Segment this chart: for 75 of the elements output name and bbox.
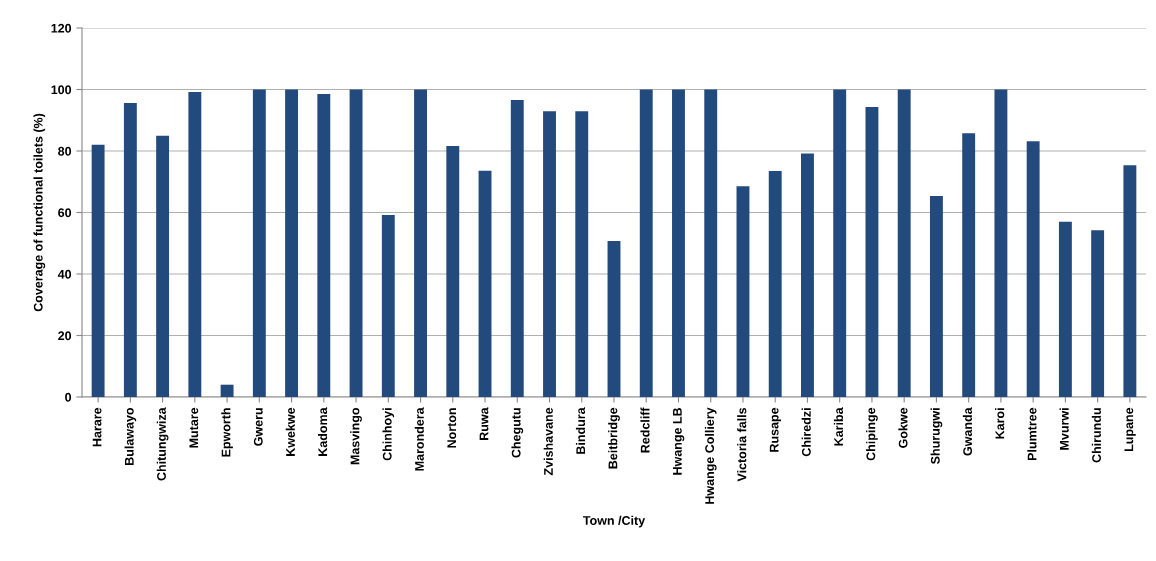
x-tick-label: Hwange Colliery <box>704 407 717 504</box>
bar <box>672 89 685 397</box>
bar <box>833 89 847 397</box>
bar <box>962 133 976 397</box>
bar <box>607 241 621 397</box>
x-tick-label: Epworth <box>221 408 233 457</box>
y-tick-label: 100 <box>51 85 72 95</box>
x-tick-label: Gweru <box>253 408 263 446</box>
bar <box>446 146 460 397</box>
bar <box>188 91 202 397</box>
x-tick-label: Bindura <box>575 407 586 454</box>
bar <box>1123 165 1137 397</box>
bar <box>768 170 782 397</box>
bar <box>220 384 234 397</box>
bar <box>1026 141 1040 397</box>
bar <box>801 153 814 397</box>
x-tick-label: Harare <box>92 407 102 447</box>
bar <box>414 89 427 397</box>
bar <box>156 135 170 397</box>
x-tick-label: Gwanda <box>962 407 973 456</box>
bar <box>865 107 879 397</box>
bar <box>929 195 943 397</box>
x-tick-label: Mutare <box>189 407 199 448</box>
x-tick-label: Chirundu <box>1091 408 1101 463</box>
x-tick-label: Zvishavane <box>543 407 553 476</box>
y-tick-label: 120 <box>51 23 72 33</box>
x-axis-title: Town /City <box>583 515 646 528</box>
bar <box>575 111 589 397</box>
x-tick-label: Mvurwi <box>1059 408 1069 450</box>
x-tick-label: Rusape <box>769 407 782 452</box>
x-tick-label: Plumtree <box>1027 407 1037 461</box>
y-tick-label: 20 <box>58 331 72 341</box>
x-tick-label: Beitbridge <box>608 407 620 469</box>
x-tick-label: Kwekwe <box>285 407 295 456</box>
x-tick-label: Chiredzi <box>801 408 811 457</box>
y-tick-label: 40 <box>57 269 72 279</box>
x-tick-label: Chitungwiza <box>156 407 169 481</box>
bar <box>736 186 750 397</box>
bar <box>543 111 556 397</box>
x-tick-label: Hwange LB <box>673 407 685 475</box>
bar <box>285 89 299 397</box>
bar <box>639 89 653 397</box>
bar <box>349 89 363 397</box>
x-tick-label: Marondera <box>414 407 424 471</box>
x-tick-label: Ruwa <box>479 407 489 440</box>
bar <box>704 89 718 397</box>
bar <box>317 94 331 397</box>
y-tick-label: 80 <box>58 146 72 156</box>
y-tick-label: 0 <box>65 392 72 402</box>
x-tick-label: Bulawayo <box>124 407 137 465</box>
bar <box>994 89 1008 397</box>
x-tick-label: Chinhoyi <box>382 408 395 461</box>
y-axis-title: Coverage of functional toilets (%) <box>33 113 46 312</box>
x-tick-label: Lupane <box>1124 407 1136 452</box>
x-tick-label: Chipinge <box>866 407 878 461</box>
bar <box>381 214 395 397</box>
y-tick-label: 60 <box>58 208 72 218</box>
bar <box>1058 221 1072 397</box>
x-tick-label: Chegutu <box>511 408 524 458</box>
bar <box>897 89 911 397</box>
x-tick-label: Norton <box>447 408 457 448</box>
x-tick-label: Gokwe <box>898 407 908 448</box>
x-tick-label: Kariba <box>833 407 844 446</box>
bar <box>1091 230 1105 397</box>
x-tick-label: Kadoma <box>317 407 328 456</box>
x-tick-label: Karoi <box>995 408 1005 439</box>
bar <box>91 144 105 397</box>
bar <box>478 170 492 397</box>
x-tick-label: Victoria falls <box>737 407 747 482</box>
x-tick-label: Shurugwi <box>930 408 943 464</box>
x-tick-label: Redcliff <box>640 407 650 453</box>
bar <box>252 89 266 397</box>
bar <box>123 103 137 397</box>
bar <box>510 99 524 397</box>
x-tick-label: Masvingo <box>350 407 362 465</box>
